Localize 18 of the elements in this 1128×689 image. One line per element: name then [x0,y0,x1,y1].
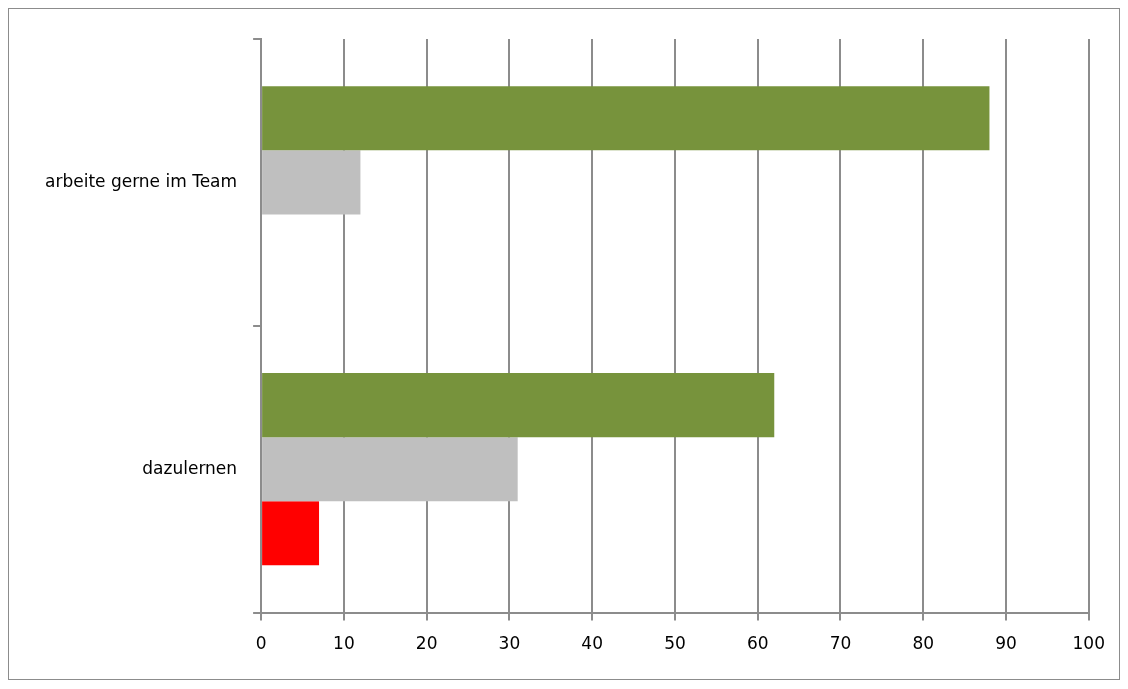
bar [262,86,990,151]
x-tick-label: 60 [746,633,769,654]
x-tick-label: 0 [255,633,267,654]
x-tick-label: 70 [829,633,852,654]
bar [262,437,518,502]
x-tick-label: 20 [415,633,438,654]
bar [262,501,320,566]
x-tick-label: 10 [333,633,355,654]
x-tick-label: 30 [498,633,521,654]
y-tick-label: dazulernen [142,457,238,478]
x-tick-label: 80 [912,633,935,654]
y-tick-label: arbeite gerne im Team [45,170,238,191]
bar [262,373,775,438]
x-tick-label: 100 [1072,633,1105,654]
bar [262,150,361,215]
x-tick-label: 40 [581,633,603,654]
x-tick-label: 50 [664,633,686,654]
x-tick-label: 90 [995,633,1017,654]
